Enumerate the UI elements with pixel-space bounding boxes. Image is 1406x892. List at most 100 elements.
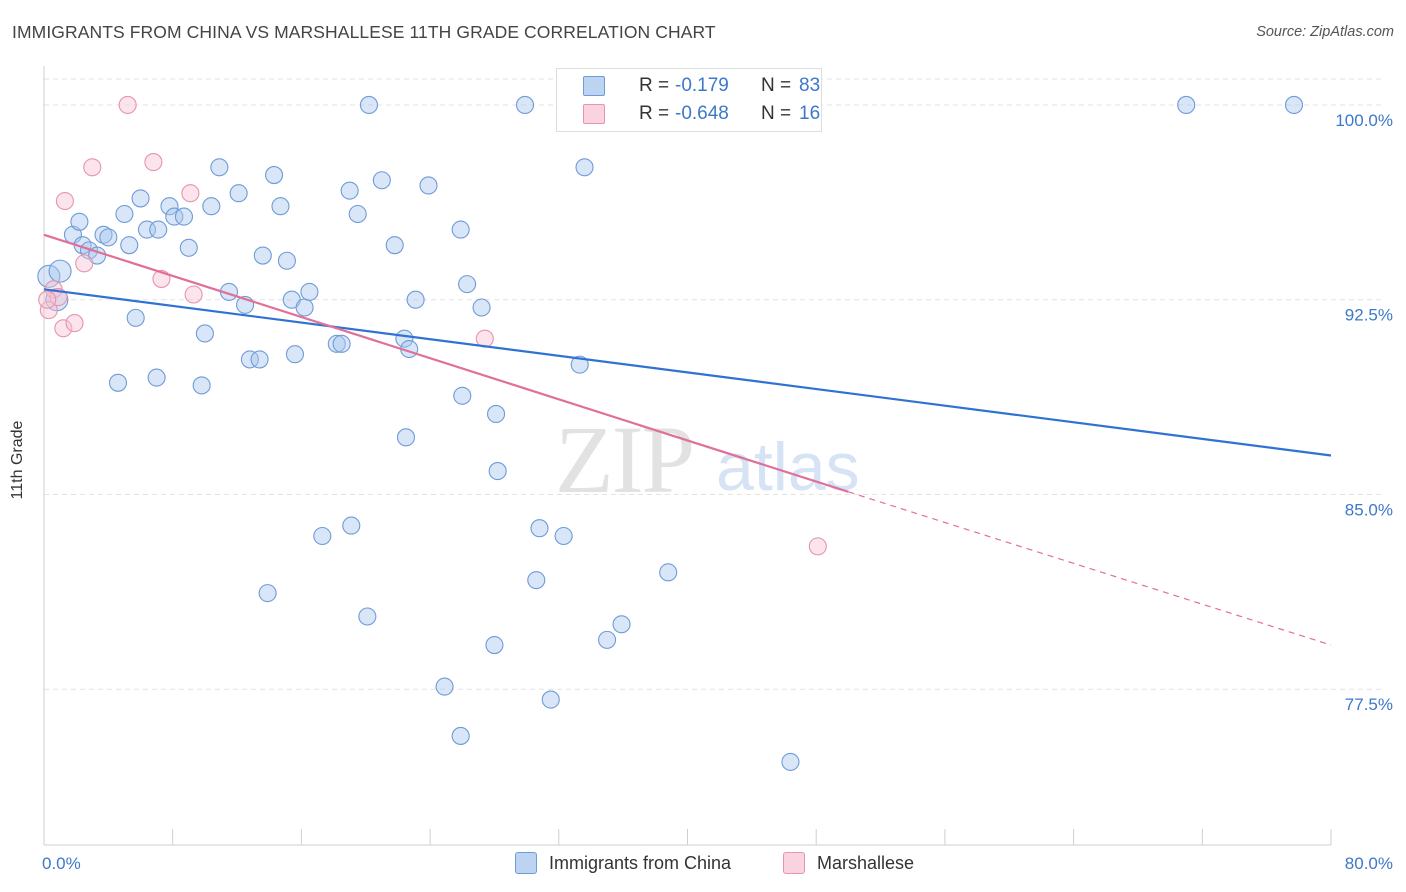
blue-point [192,376,211,395]
blue-point [570,355,589,374]
blue-point [250,350,269,369]
blue-point [359,95,379,114]
blue-point [126,308,145,327]
blue-point [271,197,290,216]
blue-point [527,571,546,590]
blue-point [554,526,573,546]
blue-point [659,563,678,582]
series-label: Marshallese [817,852,915,873]
blue-point [327,334,346,353]
blue-point [313,526,332,546]
blue-point [120,236,139,255]
pink-trend-extension [848,491,1332,646]
axes [43,66,1332,846]
blue-point [598,630,617,649]
blue-point [541,690,560,709]
pink-point [55,191,74,211]
x-tick-label: 80.0% [1345,854,1393,873]
legend-swatch-pink [583,104,605,124]
blue-point [451,220,470,239]
stats-legend: R = -0.179 N = 83 R = -0.648 N = 16 [556,68,822,132]
series-legend-item-china[interactable]: Immigrants from China [515,852,731,874]
legend-r-value: -0.648 [675,103,729,124]
blue-point [575,158,594,177]
legend-n-value: 83 [799,75,821,96]
blue-point [174,207,194,226]
blue-point [277,251,296,270]
pink-point [184,285,203,304]
blue-point [115,204,134,224]
blue-point [300,282,319,301]
blue-point [472,298,491,317]
trend-lines [43,233,1332,646]
blue-point [485,636,504,655]
y-tick-label: 77.5% [1345,695,1393,714]
blue-point [781,752,800,771]
pink-point [54,319,73,338]
blue-point [70,212,89,231]
pink-point [75,254,94,273]
series-swatch-pink [783,852,805,874]
series-legend: Immigrants from China Marshallese [0,852,1406,878]
blue-point [451,726,470,745]
y-tick-label: 92.5% [1345,306,1393,325]
series-swatch-blue [515,852,537,874]
blue-point [131,189,150,208]
blue-point [406,290,425,309]
blue-trend-line [43,288,1332,457]
blue-point [530,519,549,538]
blue-point [240,350,259,369]
series-legend-item-marshallese[interactable]: Marshallese [783,852,914,874]
blue-point [458,275,477,294]
watermark-atlas: atlas [716,429,860,505]
blue-point [210,158,229,177]
blue-point [358,607,377,626]
blue-point [202,197,221,216]
pink-point [808,537,827,556]
blue-point [253,246,272,265]
blue-point [342,516,361,535]
pink-point [38,290,57,309]
legend-r-label: R = [639,103,670,124]
blue-point [396,428,416,447]
blue-point [295,298,314,317]
pink-point [181,184,200,203]
tick-labels: 77.5% 85.0% 92.5% 100.0% 0.0% 80.0% [42,111,1393,873]
blue-point [487,404,506,424]
blue-point [37,264,61,288]
blue-point [285,345,305,364]
blue-point [1177,95,1196,114]
pink-point [83,158,102,177]
blue-point [372,171,391,190]
x-tick-label: 0.0% [42,854,81,873]
legend-n-label: N = [761,75,792,96]
series-label: Immigrants from China [549,852,732,873]
blue-point [1284,95,1304,114]
blue-point [385,236,404,255]
watermark: ZIP atlas [555,406,860,513]
blue-point [179,238,198,257]
blue-point [149,220,168,239]
chart-title: IMMIGRANTS FROM CHINA VS MARSHALLESE 11T… [12,22,716,42]
pink-point [118,95,137,114]
blue-point [99,228,118,247]
legend-n-value: 16 [799,103,821,124]
blue-point [340,181,359,200]
blue-point [332,334,351,353]
blue-point [48,259,72,283]
legend-r-label: R = [639,75,670,96]
pink-point [65,314,84,333]
pink-point [49,288,68,307]
watermark-zip: ZIP [555,406,693,513]
y-tick-label: 85.0% [1345,500,1393,519]
blue-point [348,204,367,224]
blue-point [258,584,277,603]
pink-point [144,153,163,172]
legend-swatch-blue [583,76,605,96]
blue-point [147,368,166,387]
pink-trend-line [43,233,849,493]
blue-point [612,615,631,634]
blue-point [419,176,438,195]
blue-point [160,197,179,216]
